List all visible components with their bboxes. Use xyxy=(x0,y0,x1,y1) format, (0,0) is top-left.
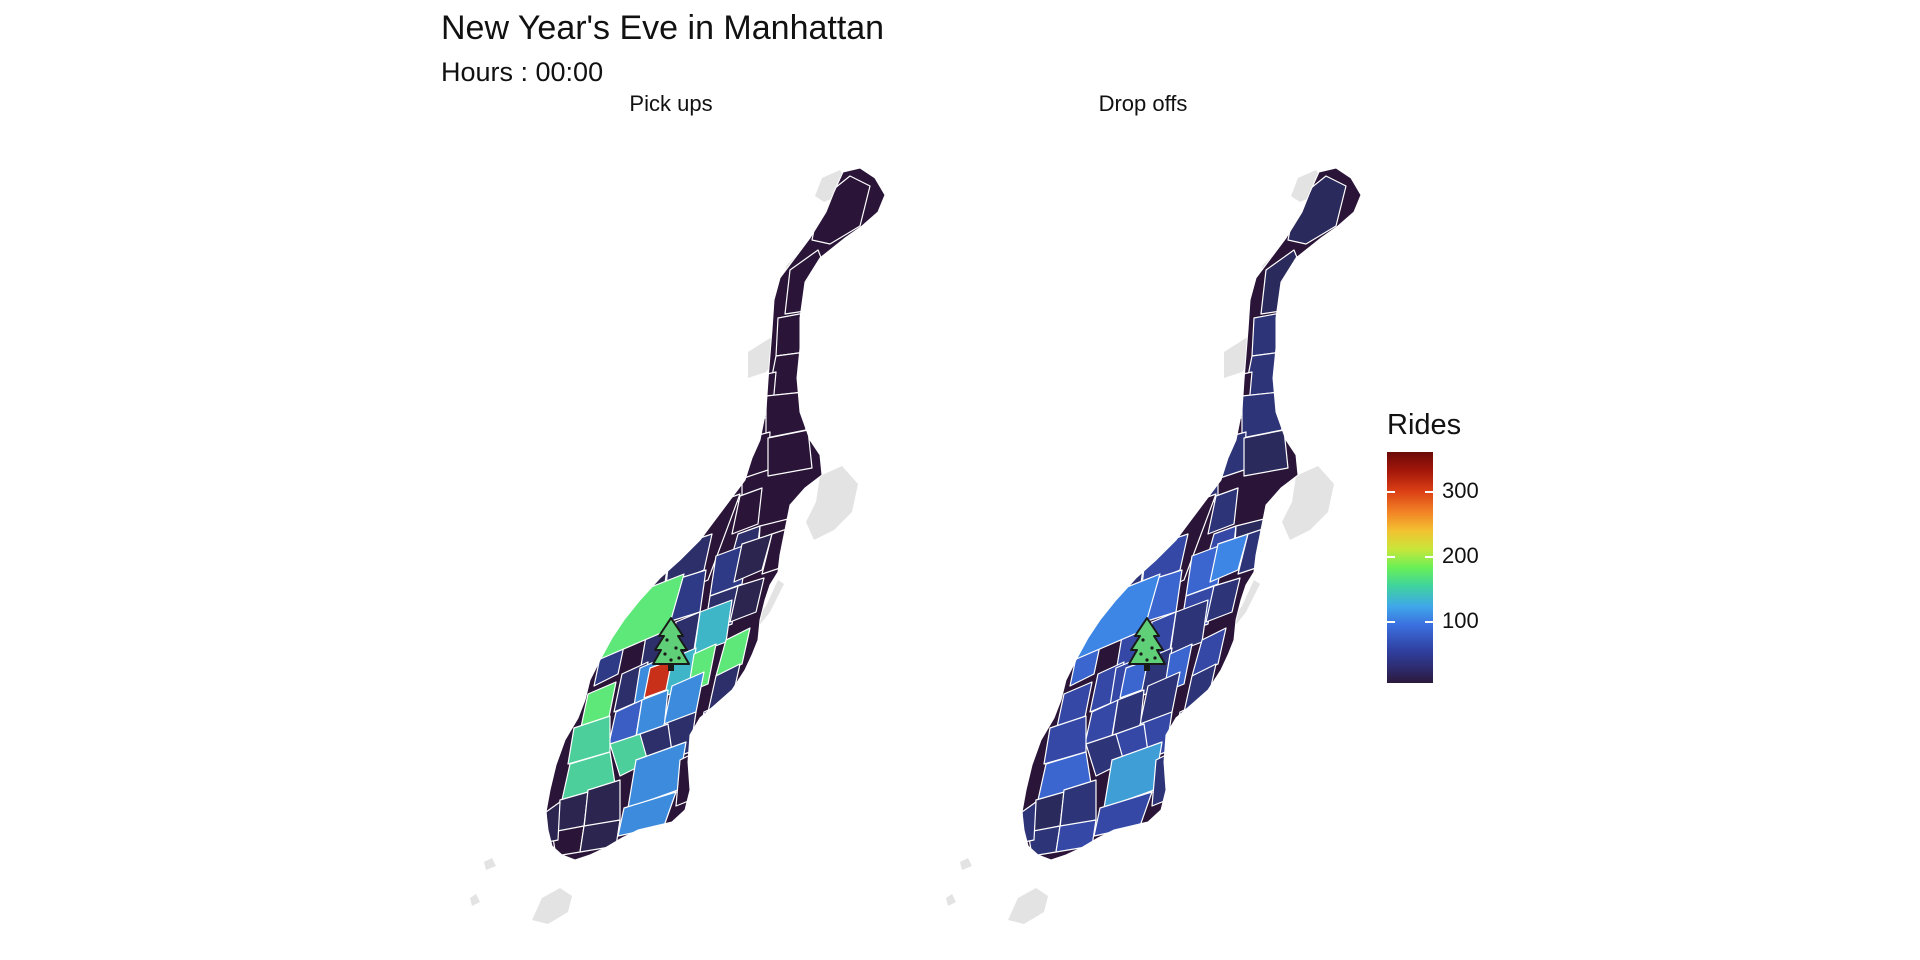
legend-title: Rides xyxy=(1387,409,1462,441)
taxi-zone xyxy=(1243,429,1289,477)
page-title: New Year's Eve in Manhattan xyxy=(441,9,885,47)
taxi-zone xyxy=(1171,447,1197,493)
legend-tick-label: 100 xyxy=(1442,608,1479,634)
taxi-zone xyxy=(1207,487,1239,535)
taxi-zone xyxy=(1185,543,1225,597)
taxi-zone xyxy=(1205,577,1241,623)
taxi-zone xyxy=(715,627,751,677)
no-data-zone xyxy=(815,170,848,202)
taxi-zone xyxy=(775,311,811,357)
pickups-outline xyxy=(545,167,886,861)
page-subtitle: Hours : 00:00 xyxy=(441,57,604,87)
no-data-zone xyxy=(470,894,480,906)
no-data-zone xyxy=(1008,888,1048,924)
no-data-zone xyxy=(1282,466,1334,540)
taxi-zone xyxy=(1187,409,1219,461)
taxi-zone xyxy=(653,509,693,561)
taxi-zone xyxy=(1149,479,1185,527)
taxi-zone xyxy=(709,543,749,597)
panel-label-dropoffs: Drop offs xyxy=(1098,91,1188,116)
legend-colorbar xyxy=(1387,452,1433,683)
no-data-zone xyxy=(532,888,572,924)
taxi-zone xyxy=(731,487,763,535)
taxi-zone xyxy=(1129,509,1169,561)
taxi-zone xyxy=(711,409,743,461)
christmas-tree-icon xyxy=(1128,617,1166,671)
no-data-zone xyxy=(946,894,956,906)
taxi-zone xyxy=(1251,311,1287,357)
no-data-zone xyxy=(1291,170,1324,202)
taxi-zone xyxy=(811,175,871,245)
legend-tick-label: 200 xyxy=(1442,543,1479,569)
taxi-zone xyxy=(729,577,765,623)
legend-tick-label: 300 xyxy=(1442,478,1479,504)
panel-label-pickups: Pick ups xyxy=(629,91,713,116)
dropoffs-map xyxy=(946,167,1362,924)
taxi-zone xyxy=(784,249,831,315)
no-data-zone xyxy=(806,466,858,540)
christmas-tree-icon xyxy=(652,617,690,671)
dropoffs-outline xyxy=(1021,167,1362,861)
no-data-zone xyxy=(484,858,496,870)
taxi-zone xyxy=(1260,249,1307,315)
no-data-zone xyxy=(960,858,972,870)
taxi-zone xyxy=(1209,533,1249,583)
taxi-zone xyxy=(673,479,709,527)
taxi-zone xyxy=(733,533,773,583)
taxi-zone xyxy=(1287,175,1347,245)
taxi-zone xyxy=(1191,627,1227,677)
taxi-zone xyxy=(767,429,813,477)
taxi-zone xyxy=(695,447,721,493)
pickups-map xyxy=(470,167,886,924)
